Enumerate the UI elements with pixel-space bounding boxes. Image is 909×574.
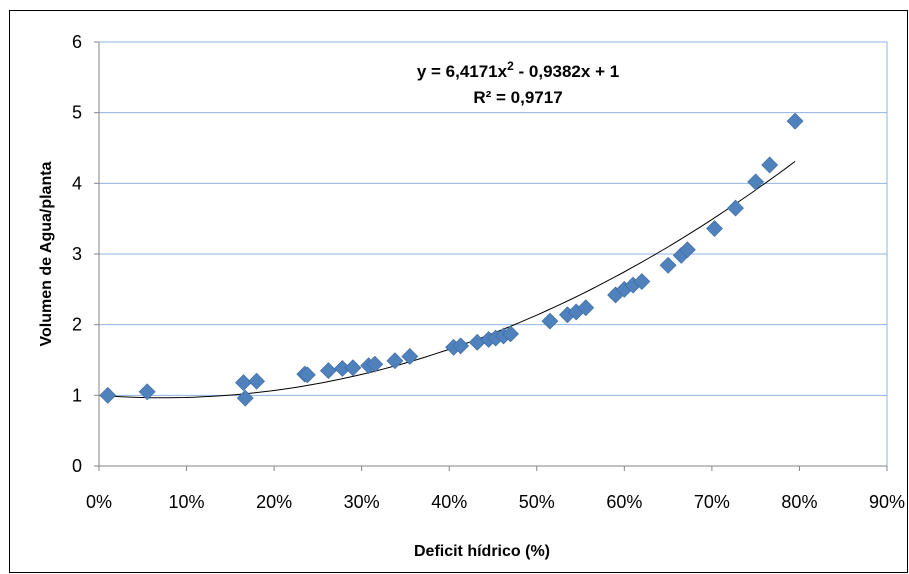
- data-point: [100, 387, 116, 403]
- y-tick-label: 1: [72, 385, 82, 405]
- y-tick-labels: 0 1 2 3 4 5 6: [72, 32, 82, 476]
- x-tick-label: 70%: [694, 492, 730, 512]
- trendline-equation: y = 6,4171x2 - 0,9382x + 1: [417, 59, 619, 81]
- data-points: [100, 113, 803, 406]
- y-axis-title: Volumen de Agua/planta: [38, 161, 55, 346]
- data-point: [660, 257, 676, 273]
- data-point: [542, 313, 558, 329]
- y-tick-label: 0: [72, 456, 82, 476]
- x-tick-label: 10%: [169, 492, 205, 512]
- data-point: [235, 375, 251, 391]
- x-tick-label: 50%: [519, 492, 555, 512]
- x-tick-label: 40%: [431, 492, 467, 512]
- data-point: [748, 174, 764, 190]
- data-point: [320, 363, 336, 379]
- trendline: [108, 161, 795, 397]
- data-point: [402, 348, 418, 364]
- data-point: [249, 373, 265, 389]
- x-tick-label: 20%: [256, 492, 292, 512]
- data-point: [237, 390, 253, 406]
- y-tick-label: 5: [72, 103, 82, 123]
- y-tick-label: 6: [72, 32, 82, 52]
- y-tick-label: 2: [72, 315, 82, 335]
- data-point: [762, 157, 778, 173]
- y-tick-label: 3: [72, 244, 82, 264]
- data-point: [707, 221, 723, 237]
- x-tick-label: 30%: [344, 492, 380, 512]
- x-tick-label: 90%: [869, 492, 905, 512]
- x-axis-title: Deficit hídrico (%): [414, 543, 550, 560]
- data-point: [787, 113, 803, 129]
- data-point: [728, 200, 744, 216]
- y-tick-label: 4: [72, 173, 82, 193]
- r-squared-label: R² = 0,9717: [473, 88, 562, 107]
- x-tick-labels: 0% 10% 20% 30% 40% 50% 60% 70% 80% 90%: [86, 492, 905, 512]
- data-point: [345, 360, 361, 376]
- x-tick-label: 80%: [781, 492, 817, 512]
- x-tick-label: 60%: [606, 492, 642, 512]
- data-point: [387, 353, 403, 369]
- x-tick-label: 0%: [86, 492, 112, 512]
